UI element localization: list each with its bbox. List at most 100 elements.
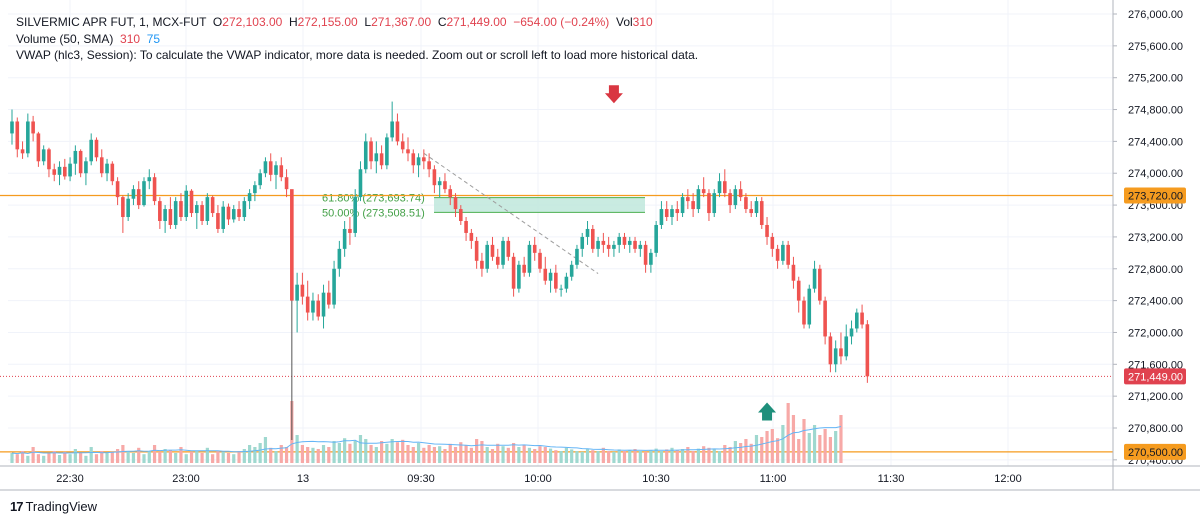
candle-body xyxy=(649,252,653,265)
volume-bar xyxy=(84,455,88,463)
candle-body xyxy=(643,244,648,265)
candle-body xyxy=(633,240,637,249)
volume-bar xyxy=(739,443,743,463)
fibonacci-zone xyxy=(434,197,645,213)
volume-bar xyxy=(781,425,785,463)
candle-body xyxy=(200,205,204,221)
volume-bar xyxy=(807,433,811,463)
candle-body xyxy=(105,163,109,174)
volume-bar xyxy=(580,451,584,463)
candle-body xyxy=(274,165,278,175)
candle-body xyxy=(686,197,690,202)
candle-body xyxy=(638,244,643,249)
volume-bar xyxy=(654,448,658,463)
candle-body xyxy=(411,153,416,166)
volume-bar xyxy=(432,447,436,463)
volume-bar xyxy=(749,443,753,463)
low-label: L xyxy=(364,15,372,29)
volume-bar xyxy=(47,453,51,463)
volume-ma-line xyxy=(11,426,842,455)
candle-body xyxy=(717,181,722,194)
volume-bar xyxy=(459,442,463,463)
symbol-legend: SILVERMIC APR FUT, 1, MCX-FUT O272,103.0… xyxy=(16,15,653,29)
candle-body xyxy=(332,268,336,305)
candle-body xyxy=(818,268,822,301)
volume-bar xyxy=(395,442,400,463)
volume-bar xyxy=(158,451,162,463)
candle-body xyxy=(47,149,51,170)
volume-bar xyxy=(564,447,568,463)
volume-bar xyxy=(723,445,727,463)
volume-bar xyxy=(369,445,373,463)
volume-bar xyxy=(760,437,764,463)
volume-bar xyxy=(422,447,426,463)
candle-body xyxy=(464,221,468,233)
candle-body xyxy=(538,252,542,269)
candle-body xyxy=(226,206,231,220)
volume-bar xyxy=(306,447,310,463)
candle-body xyxy=(559,288,563,290)
volume-bar xyxy=(248,445,252,463)
candle-body xyxy=(41,149,46,162)
time-tick-label: 23:00 xyxy=(172,473,200,485)
candle-body xyxy=(501,240,505,265)
candle-body xyxy=(775,248,780,261)
volume-bar xyxy=(665,449,669,463)
volume-bar xyxy=(152,445,157,463)
volume-bar xyxy=(691,451,695,463)
volume-bar xyxy=(269,447,273,463)
symbol-name: SILVERMIC APR FUT, 1, MCX-FUT xyxy=(16,15,207,29)
candle-body xyxy=(358,169,363,198)
candle-body xyxy=(759,201,764,225)
candle-body xyxy=(823,300,827,337)
volume-title: Volume (50, SMA) xyxy=(16,32,114,46)
volume-bar xyxy=(57,455,62,463)
candle-body xyxy=(179,201,183,218)
volume-bar xyxy=(200,453,204,463)
volume-bar xyxy=(559,451,563,463)
volume-bar xyxy=(770,429,774,463)
volume-bar xyxy=(216,451,220,463)
price-tick-label: 274,400.00 xyxy=(1128,136,1183,148)
volume-bar xyxy=(284,447,289,463)
volume-bar xyxy=(184,454,188,463)
close-value: 271,449.00 xyxy=(446,15,507,29)
price-tick-label: 271,200.00 xyxy=(1128,391,1183,403)
volume-bar xyxy=(527,447,532,463)
candle-body xyxy=(300,284,305,297)
level-price-label: 270,500.00 xyxy=(1128,447,1183,459)
high-value: 272,155.00 xyxy=(297,15,358,29)
volume-bar xyxy=(401,439,405,463)
volume-bar xyxy=(464,445,468,463)
volume-bar xyxy=(543,447,547,463)
volume-bar xyxy=(163,449,167,463)
candle-body xyxy=(52,169,57,175)
candle-body xyxy=(316,300,321,317)
candle-body xyxy=(63,166,67,177)
volume-bar xyxy=(279,445,283,463)
candle-body xyxy=(448,189,453,198)
candle-body xyxy=(147,177,152,182)
level-price-label-bg xyxy=(1124,443,1186,460)
volume-bar xyxy=(179,447,183,463)
tradingview-logo[interactable]: 17 TradingView xyxy=(10,499,97,514)
candle-body xyxy=(416,157,421,166)
volume-bar xyxy=(63,451,67,463)
volume-bar xyxy=(321,445,326,463)
candle-body xyxy=(728,193,732,206)
volume-bar xyxy=(453,447,458,463)
volume-bar xyxy=(517,447,521,463)
volume-bar xyxy=(707,447,711,463)
candle-body xyxy=(591,228,595,249)
candle-body xyxy=(749,209,753,214)
volume-bar xyxy=(168,450,172,463)
volume-bar xyxy=(226,453,231,463)
tradingview-logo-mark: 17 xyxy=(10,499,24,514)
candle-body xyxy=(675,209,680,214)
candle-body xyxy=(136,189,141,206)
volume-bar xyxy=(522,445,526,463)
candle-body xyxy=(390,121,394,138)
volume-legend: Volume (50, SMA) 310 75 xyxy=(16,32,160,46)
